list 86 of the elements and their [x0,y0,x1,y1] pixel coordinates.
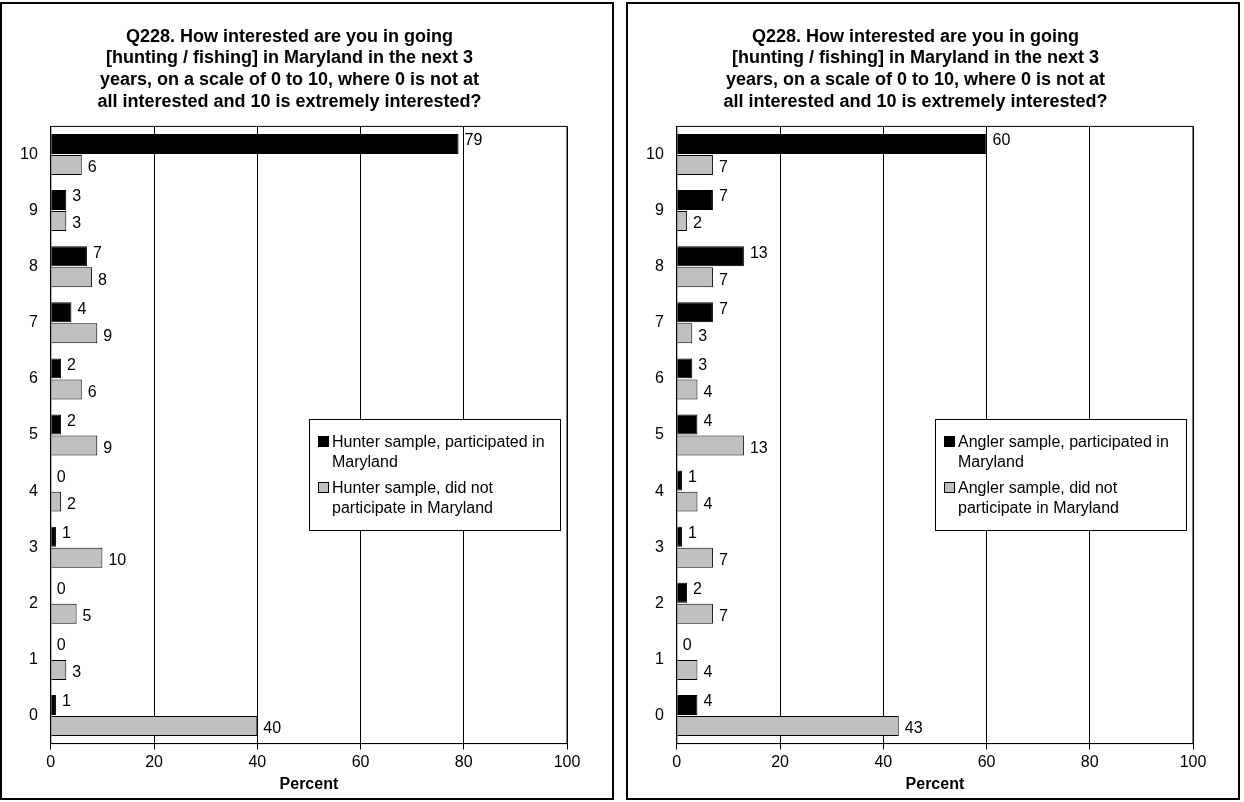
data-label: 0 [56,467,66,485]
data-label: 9 [103,326,113,344]
x-tick-label: 0 [46,752,56,770]
data-label: 7 [718,270,728,288]
data-label: 3 [72,214,82,232]
x-tick-label: 100 [1179,752,1207,770]
legend-label: Angler sample, did not participate in Maryland [958,478,1120,518]
data-label: 0 [682,636,692,654]
data-label: 4 [77,299,87,317]
data-label: 9 [103,438,113,456]
data-label: 10 [108,551,127,569]
x-tick-label: 80 [1080,752,1099,770]
y-tick-label: 7 [654,313,664,331]
data-label: 2 [693,580,703,598]
y-tick-label: 5 [654,425,664,443]
data-label: 40 [263,719,282,737]
y-tick-label: 10 [20,144,38,162]
y-tick-label: 9 [28,200,38,218]
data-label: 7 [718,551,728,569]
legend-label: Hunter sample, participated in Maryland [332,432,546,472]
x-tick-label: 20 [145,752,164,770]
y-tick-label: 8 [654,257,664,275]
data-label: 6 [87,382,97,400]
data-label: 1 [687,524,697,542]
data-label: 60 [992,131,1011,149]
y-tick-label: 2 [28,593,38,611]
data-label: 2 [67,355,77,373]
data-label: 1 [687,467,697,485]
y-tick-label: 0 [28,705,38,723]
data-label: 1 [61,692,71,710]
y-tick-label: 5 [28,425,38,443]
data-label: 7 [718,187,728,205]
x-tick-label: 40 [874,752,893,770]
data-label: 43 [904,719,923,737]
data-label: 3 [698,326,708,344]
data-label: 4 [703,663,713,681]
data-label: 4 [703,382,713,400]
data-label: 4 [703,411,713,429]
y-tick-label: 3 [654,537,664,555]
y-tick-label: 8 [28,257,38,275]
data-label: 7 [718,299,728,317]
y-tick-label: 4 [654,481,664,499]
data-label: 2 [67,411,77,429]
data-label: 6 [87,158,97,176]
data-label: 5 [82,607,92,625]
legend-label: Angler sample, participated in Maryland [958,432,1170,472]
data-label: 3 [698,355,708,373]
y-tick-label: 7 [28,313,38,331]
y-tick-label: 6 [28,369,38,387]
x-tick-label: 20 [771,752,790,770]
data-label: 7 [718,607,728,625]
data-label: 0 [56,580,66,598]
data-label: 4 [703,495,713,513]
data-label: 0 [56,636,66,654]
data-label: 2 [693,214,703,232]
data-label: 13 [749,243,768,261]
data-label: 3 [72,187,82,205]
y-tick-label: 1 [28,649,38,667]
data-label: 79 [464,131,483,149]
y-tick-label: 9 [654,200,664,218]
x-tick-label: 60 [977,752,996,770]
data-label: 2 [67,495,77,513]
x-axis-title: Percent [279,774,339,792]
x-tick-label: 40 [248,752,267,770]
x-axis-title: Percent [905,774,965,792]
x-tick-label: 80 [454,752,473,770]
y-tick-label: 0 [654,705,664,723]
x-tick-label: 60 [351,752,370,770]
data-label: 13 [749,438,768,456]
legend-label: Hunter sample, did not participate in Maryland [332,478,494,518]
x-tick-label: 0 [672,752,682,770]
y-tick-label: 2 [654,593,664,611]
y-tick-label: 10 [646,144,664,162]
y-tick-label: 1 [654,649,664,667]
chart-title: Q228. How interested are you in going [hunting / fishing] in Maryland in the next 3 years, on a scale of 0 to 10, where 0 is not at all interested and 10 is extremely interested? [97,25,482,111]
data-label: 4 [703,692,713,710]
x-tick-label: 100 [553,752,581,770]
y-tick-label: 6 [654,369,664,387]
chart-title: Q228. How interested are you in going [hunting / fishing] in Maryland in the next 3 years, on a scale of 0 to 10, where 0 is not at all interested and 10 is extremely interested? [723,25,1108,111]
data-label: 3 [72,663,82,681]
y-tick-label: 4 [28,481,38,499]
data-label: 7 [718,158,728,176]
data-label: 8 [98,270,108,288]
y-tick-label: 3 [28,537,38,555]
data-label: 7 [92,243,102,261]
data-label: 1 [61,524,71,542]
